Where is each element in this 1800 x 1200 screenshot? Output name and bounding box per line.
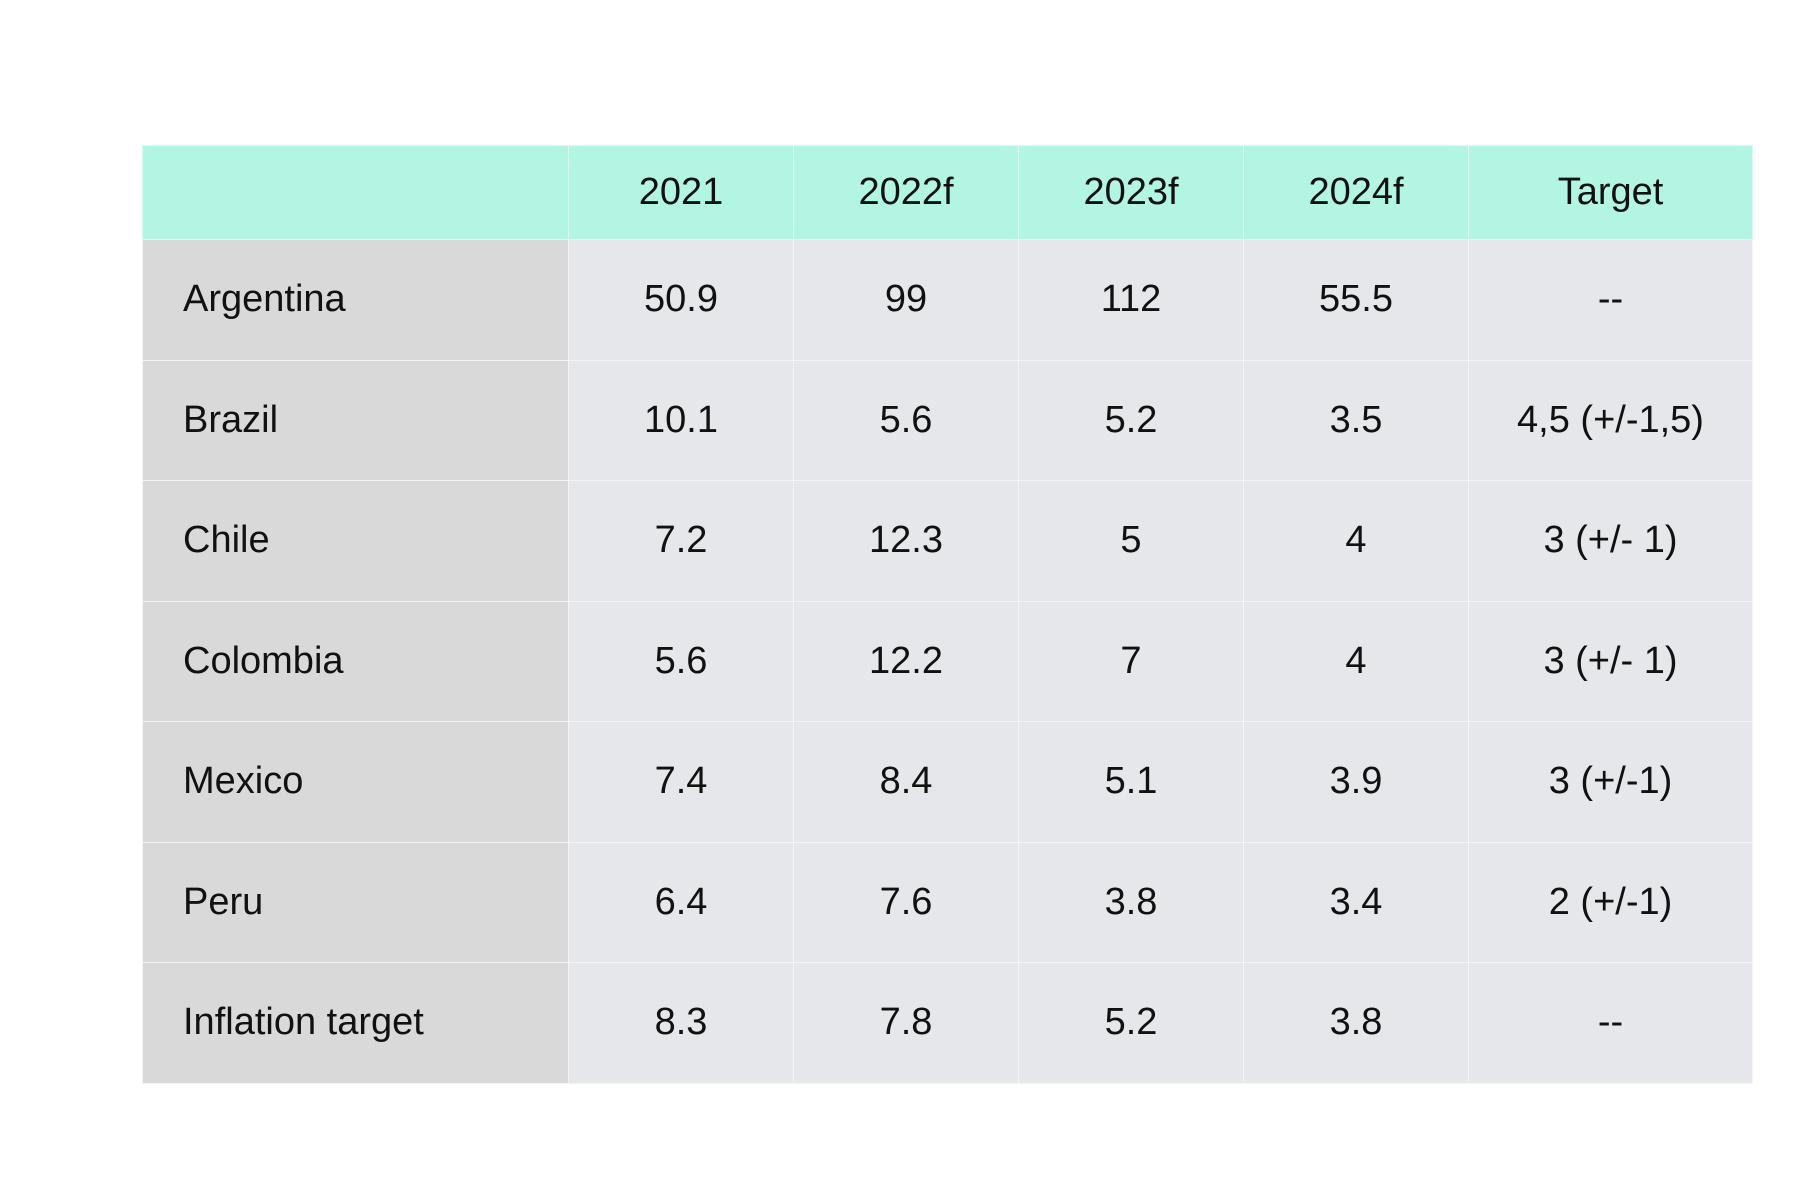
column-header-2021: 2021 (568, 145, 794, 240)
table-cell: 3.9 (1243, 721, 1469, 843)
table-row: Inflation target 8.3 7.8 5.2 3.8 -- (142, 962, 1753, 1084)
table-cell: 3.4 (1243, 841, 1469, 963)
table-cell: 2 (+/-1) (1468, 841, 1753, 963)
row-label: Peru (142, 841, 569, 963)
table-cell: 10.1 (568, 359, 794, 481)
header-row: 2021 2022f 2023f 2024f Target (142, 145, 1753, 240)
row-label: Brazil (142, 359, 569, 481)
table-cell: 12.3 (793, 480, 1019, 602)
table-cell: 5.2 (1018, 962, 1244, 1084)
column-header-target: Target (1468, 145, 1753, 240)
data-table-container: 2021 2022f 2023f 2024f Target Argentina … (142, 145, 1753, 1084)
table-cell: 4 (1243, 600, 1469, 722)
table-cell: 3.5 (1243, 359, 1469, 481)
table-cell: 5.6 (568, 600, 794, 722)
table-cell: 7.4 (568, 721, 794, 843)
table-row: Peru 6.4 7.6 3.8 3.4 2 (+/-1) (142, 841, 1753, 963)
table-cell: 55.5 (1243, 239, 1469, 361)
table-cell: 3 (+/- 1) (1468, 480, 1753, 602)
table-cell: 8.3 (568, 962, 794, 1084)
table-cell: 5.6 (793, 359, 1019, 481)
column-header-2022f: 2022f (793, 145, 1019, 240)
table-cell: 50.9 (568, 239, 794, 361)
table-cell: 4,5 (+/-1,5) (1468, 359, 1753, 481)
row-label: Mexico (142, 721, 569, 843)
table-cell: 5.2 (1018, 359, 1244, 481)
column-header-2023f: 2023f (1018, 145, 1244, 240)
table-cell: 5.1 (1018, 721, 1244, 843)
table-row: Brazil 10.1 5.6 5.2 3.5 4,5 (+/-1,5) (142, 359, 1753, 481)
table-cell: 8.4 (793, 721, 1019, 843)
table-cell: 4 (1243, 480, 1469, 602)
row-label: Inflation target (142, 962, 569, 1084)
table-cell: 3 (+/- 1) (1468, 600, 1753, 722)
table-cell: 5 (1018, 480, 1244, 602)
row-label: Argentina (142, 239, 569, 361)
table-cell: 7.2 (568, 480, 794, 602)
table-cell: -- (1468, 239, 1753, 361)
table-cell: 6.4 (568, 841, 794, 963)
table-row: Argentina 50.9 99 112 55.5 -- (142, 239, 1753, 361)
table-row: Chile 7.2 12.3 5 4 3 (+/- 1) (142, 480, 1753, 602)
table-row: Colombia 5.6 12.2 7 4 3 (+/- 1) (142, 600, 1753, 722)
inflation-table: 2021 2022f 2023f 2024f Target Argentina … (142, 145, 1753, 1084)
row-label: Chile (142, 480, 569, 602)
column-header-2024f: 2024f (1243, 145, 1469, 240)
table-cell: 12.2 (793, 600, 1019, 722)
row-label: Colombia (142, 600, 569, 722)
table-cell: 112 (1018, 239, 1244, 361)
table-cell: 99 (793, 239, 1019, 361)
table-cell: 7 (1018, 600, 1244, 722)
table-cell: -- (1468, 962, 1753, 1084)
table-cell: 3.8 (1243, 962, 1469, 1084)
column-header-blank (142, 145, 569, 240)
table-row: Mexico 7.4 8.4 5.1 3.9 3 (+/-1) (142, 721, 1753, 843)
table-cell: 7.8 (793, 962, 1019, 1084)
table-cell: 3 (+/-1) (1468, 721, 1753, 843)
table-cell: 7.6 (793, 841, 1019, 963)
table-cell: 3.8 (1018, 841, 1244, 963)
